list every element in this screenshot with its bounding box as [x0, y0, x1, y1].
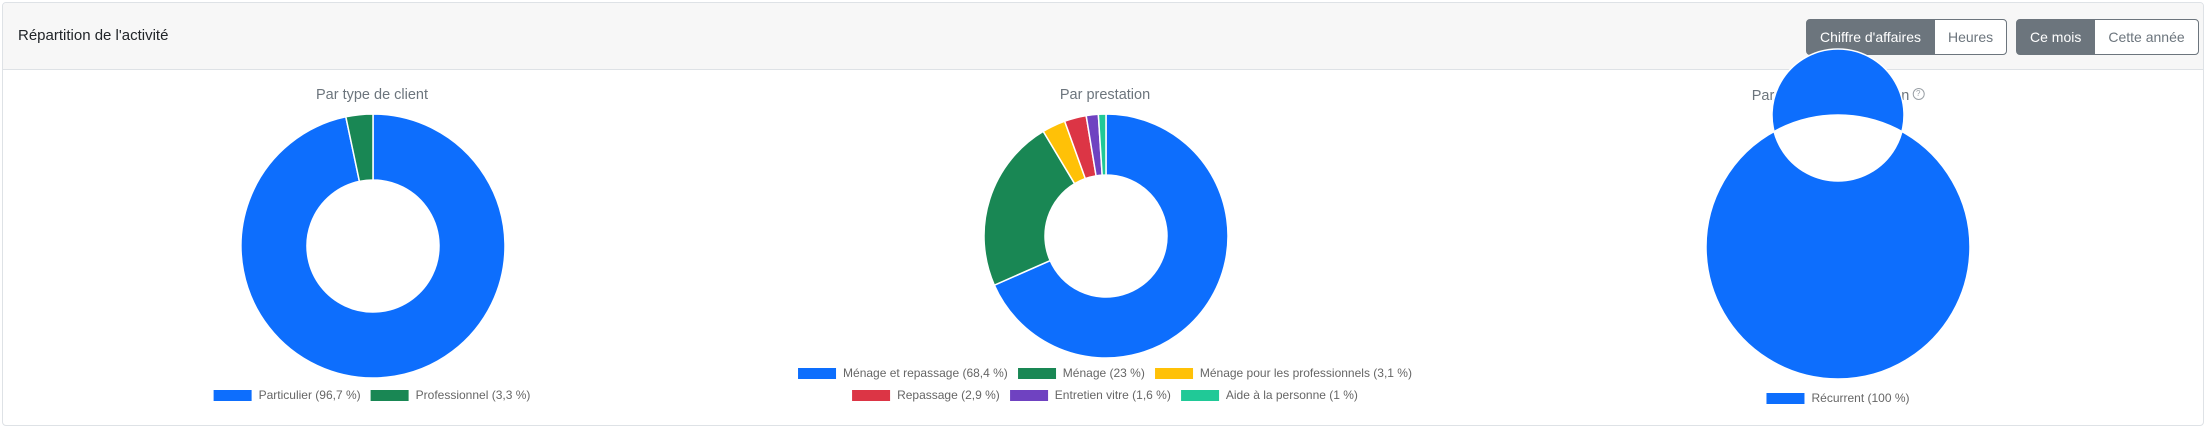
card-header: Répartition de l'activité Chiffre d'affa…: [3, 3, 2203, 70]
card-title: Répartition de l'activité: [18, 27, 169, 44]
legend-item-particulier[interactable]: Particulier (96,7 %): [213, 388, 361, 402]
legend-label: Ménage (23 %): [1062, 366, 1145, 380]
legend-item-repassage[interactable]: Repassage (2,9 %): [852, 388, 1000, 402]
donut-slice-aide-a-la-personne[interactable]: [1097, 113, 1107, 176]
legend-item-recurrent[interactable]: Récurrent (100 %): [1766, 391, 1910, 405]
legend-label: Récurrent (100 %): [1811, 391, 1910, 405]
legend-swatch: [370, 389, 409, 401]
donut-slice-professionnel[interactable]: [344, 113, 374, 183]
chart-title-client-type: Par type de client: [315, 87, 429, 103]
this-year-button[interactable]: Cette année: [2094, 19, 2199, 55]
legend-swatch: [1766, 392, 1805, 404]
legend-item-professionnel[interactable]: Professionnel (3,3 %): [370, 388, 531, 402]
legend-item-aide-a-la-personne[interactable]: Aide à la personne (1 %): [1180, 388, 1358, 402]
legend-swatch: [1017, 367, 1056, 379]
hours-button[interactable]: Heures: [1934, 19, 2008, 55]
donut-chart-service: [983, 113, 1229, 359]
legend-swatch: [213, 389, 252, 401]
legend-swatch: [1154, 367, 1193, 379]
legend-swatch: [1180, 389, 1219, 401]
legend-label: Ménage pour les professionnels (3,1 %): [1199, 366, 1412, 380]
donut-chart-client-type: [240, 113, 506, 379]
this-month-button[interactable]: Ce mois: [2016, 19, 2096, 55]
legend-item-entretien-vitre[interactable]: Entretien vitre (1,6 %): [1009, 388, 1171, 402]
donut-chart-intervention-nature: [1705, 48, 1971, 380]
legend-label: Aide à la personne (1 %): [1225, 388, 1358, 402]
donut-slice-particulier[interactable]: [240, 113, 506, 379]
chart-title-service: Par prestation: [1059, 87, 1151, 103]
help-icon[interactable]: ?: [1912, 88, 1925, 100]
legend-label: Entretien vitre (1,6 %): [1054, 388, 1171, 402]
legend-swatch: [1009, 389, 1048, 401]
legend-client-type: Particulier (96,7 %) Professionnel (3,3 %…: [209, 388, 536, 402]
legend-label: Repassage (2,9 %): [897, 388, 1000, 402]
legend-item-menage-et-repassage[interactable]: Ménage et repassage (68,4 %): [798, 366, 1008, 380]
legend-service-row-1: Ménage et repassage (68,4 %) Ménage (23 %…: [793, 366, 1417, 380]
legend-label: Particulier (96,7 %): [258, 388, 361, 402]
metric-toggle: Chiffre d'affaires Heures: [1806, 19, 2008, 55]
legend-swatch: [798, 367, 837, 379]
legend-swatch: [852, 389, 891, 401]
legend-item-menage-pour-les-professionnels[interactable]: Ménage pour les professionnels (3,1 %): [1154, 366, 1412, 380]
legend-item-menage[interactable]: Ménage (23 %): [1017, 366, 1145, 380]
donut-slice-menage-et-repassage[interactable]: [993, 113, 1229, 359]
revenue-button[interactable]: Chiffre d'affaires: [1806, 19, 1935, 55]
legend-label: Professionnel (3,3 %): [415, 388, 531, 402]
donut-slice-menage[interactable]: [983, 130, 1076, 287]
period-toggle: Ce mois Cette année: [2016, 19, 2199, 55]
donut-slice-recurrent[interactable]: [1705, 48, 1971, 380]
legend-service-row-2: Repassage (2,9 %) Entretien vitre (1,6 %)…: [847, 388, 1363, 402]
legend-label: Ménage et repassage (68,4 %): [843, 366, 1008, 380]
legend-intervention-nature: Récurrent (100 %): [1761, 391, 1914, 405]
